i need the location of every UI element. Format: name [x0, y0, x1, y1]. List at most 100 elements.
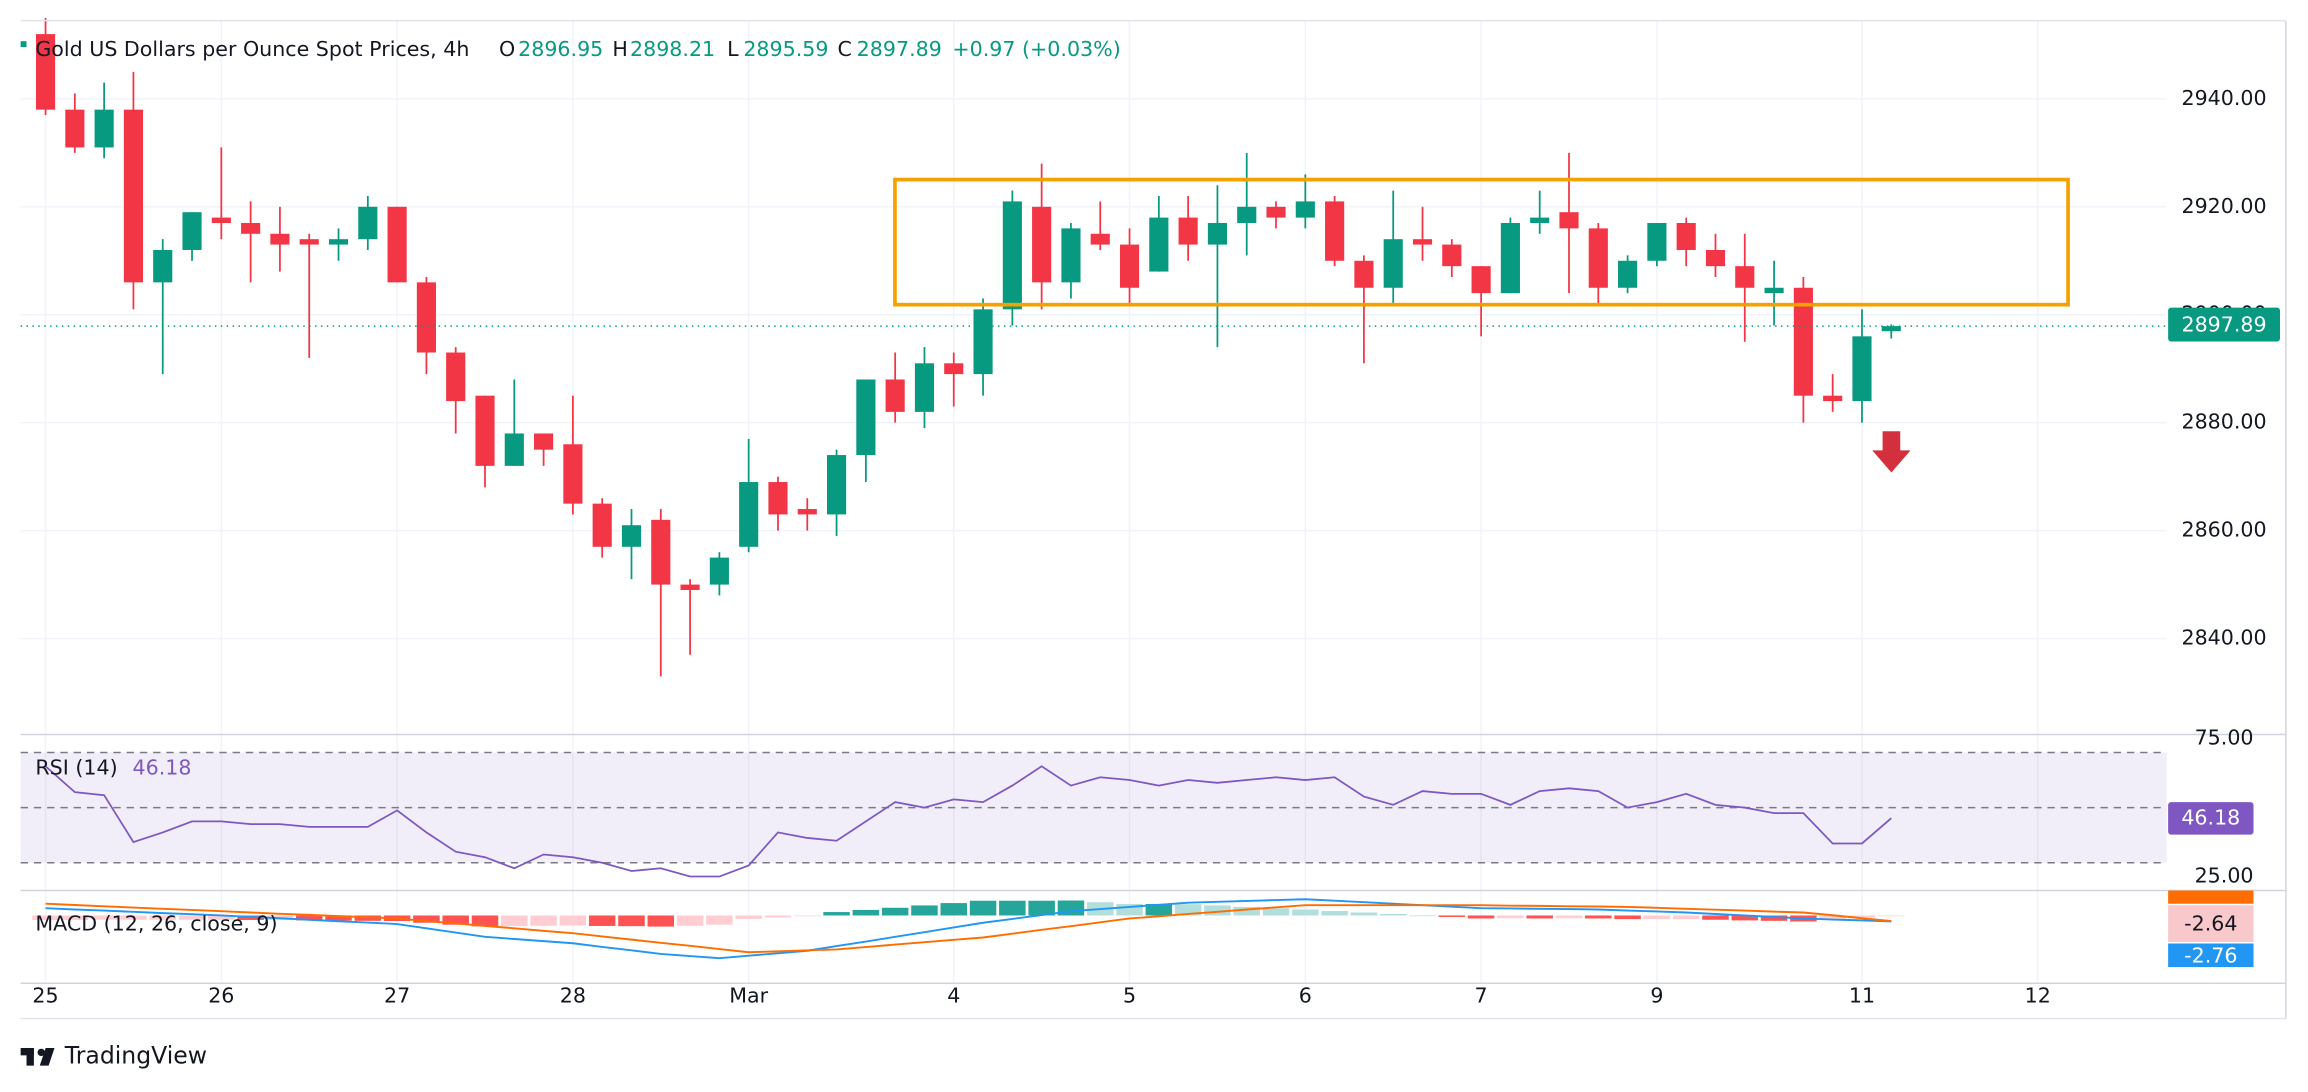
histogram-bar — [999, 900, 1026, 916]
ohlc-value: 2896.95 — [518, 37, 603, 61]
candle-body — [739, 482, 759, 547]
y-tick-label: 2920.00 — [2181, 194, 2266, 218]
candle-body — [1705, 249, 1726, 267]
histogram-bar — [442, 915, 469, 925]
x-tick-label: 4 — [947, 983, 960, 1007]
histogram-bar — [32, 915, 59, 920]
candle-body — [416, 282, 436, 353]
y-tick-label: 2880.00 — [2181, 410, 2266, 434]
candle-body — [1793, 287, 1813, 396]
histogram-bar — [1145, 903, 1173, 916]
histogram-bar — [764, 915, 792, 918]
histogram-bar — [1292, 909, 1319, 916]
rsi-line — [44, 765, 1892, 878]
price-label: 2897.89 — [2181, 312, 2266, 336]
candle-body — [1823, 395, 1843, 402]
histogram-bar — [149, 915, 176, 920]
candle-body — [1530, 217, 1550, 223]
signal-line — [45, 902, 1892, 954]
candle-body — [1735, 266, 1755, 288]
change: +0.97 (+0.03%) — [952, 37, 1120, 61]
brand-logo — [20, 1047, 55, 1066]
chart-title: Gold US Dollars per Ounce Spot Prices, 4… — [35, 37, 469, 61]
candle-body — [1764, 287, 1784, 294]
macd-label: -2.76 — [2184, 944, 2237, 968]
candle-body — [944, 363, 964, 375]
histogram-bar — [1848, 915, 1876, 918]
candle-body — [1207, 222, 1228, 245]
histogram-bar — [1379, 913, 1407, 916]
histogram-bar — [208, 915, 235, 920]
candle-body — [358, 206, 378, 240]
x-tick-label: 9 — [1650, 983, 1663, 1007]
candle-body — [35, 34, 56, 110]
arrow-head — [1872, 450, 1911, 473]
y-tick-label: 2940.00 — [2181, 86, 2266, 110]
brand: TradingView — [64, 1041, 207, 1069]
range-box — [893, 177, 2070, 307]
ohlc-value: 2897.89 — [857, 37, 942, 61]
candle-body — [1559, 212, 1579, 229]
y-tick-label: 2840.00 — [2181, 626, 2266, 650]
logo-part — [26, 1047, 34, 1066]
histogram-bar — [735, 915, 762, 919]
logo-part — [37, 1048, 45, 1057]
histogram-bar — [881, 907, 909, 916]
histogram-bar — [1350, 912, 1378, 916]
histogram-bar — [61, 915, 89, 920]
candle-body — [1149, 217, 1169, 272]
histogram-bar — [90, 915, 118, 920]
candle-body — [1002, 201, 1022, 310]
logo-part — [39, 1047, 55, 1066]
candle-body — [182, 212, 202, 250]
histogram-bar — [501, 915, 528, 927]
candle-body — [1325, 201, 1345, 261]
candle-body — [1119, 244, 1140, 288]
x-tick-label: 6 — [1299, 983, 1312, 1007]
candle-body — [1412, 239, 1433, 245]
candle-body — [1881, 326, 1901, 332]
candle-body — [1647, 222, 1667, 261]
x-tick-label: 27 — [384, 983, 410, 1007]
rsi-value: 46.18 — [133, 755, 192, 779]
rsi-label-box — [2168, 802, 2254, 835]
candle-body — [1852, 336, 1872, 402]
status-dot — [20, 41, 27, 48]
histogram-bar — [1819, 915, 1846, 920]
histogram-bar — [1262, 908, 1290, 916]
histogram-bar — [1438, 915, 1466, 917]
ohlc-label: O — [499, 37, 515, 61]
histogram-bar — [1116, 903, 1143, 916]
ohlc-label: H — [612, 37, 628, 61]
candle-body — [651, 519, 671, 585]
histogram-bar — [1614, 915, 1641, 920]
candle-body — [534, 433, 554, 450]
candle-body — [211, 217, 231, 223]
histogram-bar — [940, 903, 968, 916]
macd-label-box — [2168, 890, 2254, 904]
candle-body — [299, 239, 319, 245]
candle-body — [1032, 206, 1052, 283]
histogram-bar — [647, 915, 675, 927]
candle-body — [914, 363, 935, 412]
candle-body — [885, 379, 905, 412]
x-tick-label: Mar — [729, 983, 768, 1007]
candle-body — [680, 584, 700, 590]
histogram-bar — [325, 915, 352, 921]
candle-body — [153, 249, 173, 283]
histogram-bar — [1643, 915, 1671, 920]
histogram-bar — [413, 915, 440, 923]
y-tick-label: 2860.00 — [2181, 518, 2266, 542]
x-tick-label: 7 — [1475, 983, 1488, 1007]
candle-body — [1676, 222, 1696, 250]
histogram-bar — [823, 912, 850, 916]
histogram-bar — [530, 915, 557, 926]
candle-body — [387, 206, 407, 283]
candle-body — [504, 433, 524, 466]
histogram-bar — [1555, 915, 1583, 919]
candle-body — [241, 222, 261, 234]
signal-label: -2.64 — [2184, 911, 2237, 935]
histogram-bar — [1526, 915, 1553, 919]
candle-body — [973, 309, 993, 375]
